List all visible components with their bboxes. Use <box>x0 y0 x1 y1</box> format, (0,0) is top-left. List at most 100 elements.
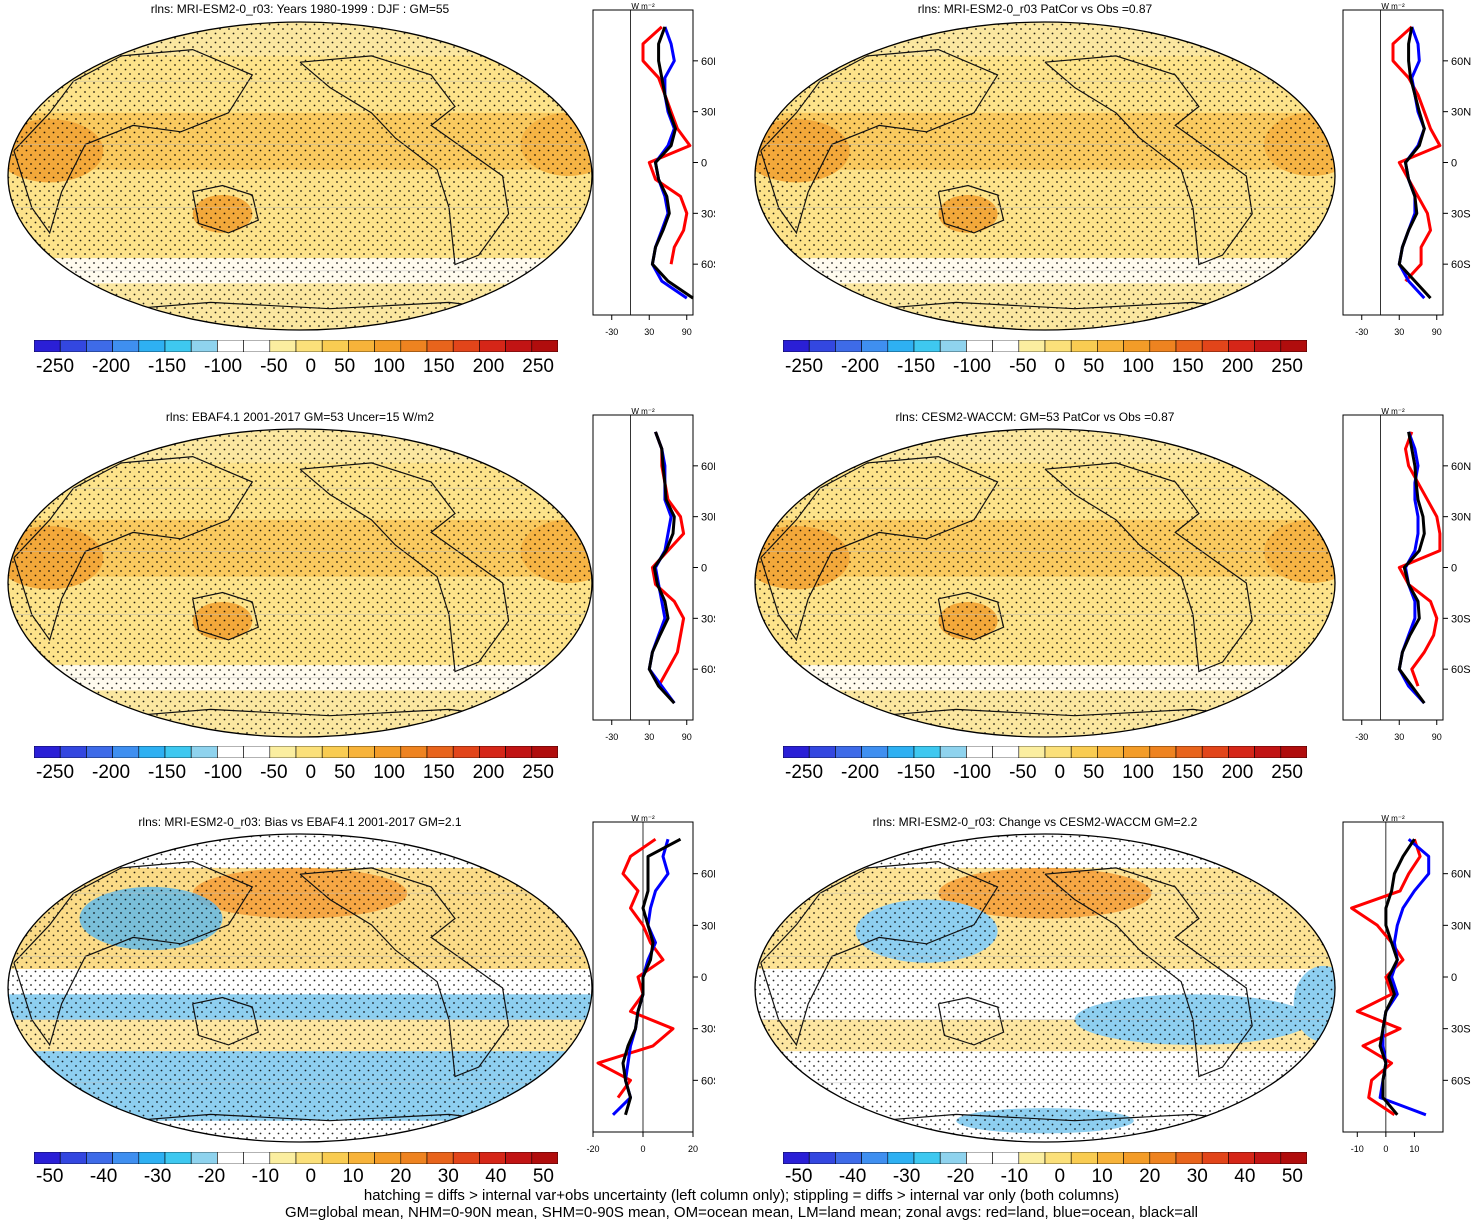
colorbar-swatch <box>1228 746 1255 758</box>
panel-title-2: rlns: MRI-ESM2-0_r03 PatCor vs Obs =0.87 <box>917 2 1153 16</box>
map-6 <box>754 833 1336 1143</box>
zonal-lat-tick-label: 30S <box>1451 1024 1471 1036</box>
colorbar-tick-label: -200 <box>92 356 131 377</box>
zonal-x-tick-label: 90 <box>1432 327 1442 337</box>
zonal-lat-tick-label: 30N <box>701 920 715 932</box>
colorbar-3-labels: -250 -200 -150 -100 -50 0 50 100 150 200 250 <box>36 762 554 784</box>
map-field <box>755 22 1335 330</box>
colorbar-tick-label: -250 <box>36 356 75 377</box>
colorbar-swatch <box>452 340 480 352</box>
colorbar-swatch <box>112 1152 140 1164</box>
colorbar-swatch <box>59 340 87 352</box>
colorbar-swatch <box>190 1152 218 1164</box>
zonal-lat-tick-label: 60N <box>1451 461 1471 473</box>
map-5 <box>7 833 593 1143</box>
colorbar-swatch <box>86 1152 113 1164</box>
colorbar-swatch <box>86 340 113 352</box>
zonal-plot-6: W m⁻² 60N 30N 0 30S 60S -10 0 10 <box>1342 814 1471 1154</box>
zonal-lat-tick-label: 60S <box>701 664 715 676</box>
colorbar-5 <box>34 1152 558 1164</box>
zonal-x-tick-label: -30 <box>605 327 618 337</box>
zonal-unit-label: W m⁻² <box>1381 814 1405 823</box>
colorbar-tick-label: 50 <box>532 1166 554 1187</box>
colorbar-swatch <box>217 746 244 758</box>
colorbar-tick-label: -40 <box>838 1166 867 1187</box>
colorbar-swatch <box>1070 340 1098 352</box>
colorbar-swatch <box>1201 746 1229 758</box>
colorbar-tick-label: -100 <box>953 356 992 377</box>
colorbar-tick-label: 30 <box>437 1166 459 1187</box>
colorbar-2 <box>783 340 1307 352</box>
colorbar-tick-label: -10 <box>1000 1166 1029 1187</box>
colorbar-tick-label: -50 <box>36 1166 64 1187</box>
colorbar-swatch <box>112 746 140 758</box>
colorbar-swatch <box>321 340 349 352</box>
colorbar-tick-label: 50 <box>1083 762 1105 783</box>
zonal-lat-tick-label: 60N <box>701 461 715 473</box>
colorbar-tick-label: 100 <box>373 762 405 783</box>
colorbar-tick-label: 100 <box>1122 762 1154 783</box>
zonal-plot-3: W m⁻² 60N 30N 0 30S 60S -30 30 90 <box>592 407 715 742</box>
zonal-lat-tick-label: 0 <box>701 563 707 575</box>
colorbar-swatch <box>992 340 1020 352</box>
zonal-x-tick-label: 90 <box>682 327 692 337</box>
colorbar-tick-label: -200 <box>92 762 131 783</box>
colorbar-swatch <box>190 340 218 352</box>
colorbar-swatch <box>269 1152 297 1164</box>
colorbar-tick-label: 150 <box>422 762 455 783</box>
colorbar-swatch <box>1149 746 1177 758</box>
zonal-lat-tick-label: 60S <box>1451 664 1471 676</box>
colorbar-tick-label: 250 <box>522 762 554 783</box>
colorbar-tick-label: 20 <box>390 1166 412 1187</box>
colorbar-tick-label: 0 <box>1054 1166 1066 1187</box>
zonal-x-tick-label: 0 <box>1383 1144 1388 1154</box>
zonal-unit-label: W m⁻² <box>1381 407 1405 416</box>
colorbar-swatch <box>400 746 428 758</box>
colorbar-swatch <box>1044 340 1072 352</box>
colorbar-tick-label: 50 <box>334 762 356 783</box>
colorbar-swatch <box>1280 1152 1307 1164</box>
zonal-lat-tick-label: 0 <box>1451 972 1457 984</box>
colorbar-swatch <box>887 340 915 352</box>
zonal-series-000000 <box>650 26 694 300</box>
colorbar-swatch <box>808 340 836 352</box>
colorbar-tick-label: -100 <box>204 356 243 377</box>
footer-line-2: GM=global mean, NHM=0-90N mean, SHM=0-90… <box>284 1204 1198 1221</box>
colorbar-tick-label: 250 <box>1271 762 1303 783</box>
colorbar-swatch <box>1070 746 1098 758</box>
colorbar-swatch <box>164 1152 192 1164</box>
zonal-x-tick-label: -20 <box>586 1144 599 1154</box>
colorbar-tick-label: -250 <box>36 762 75 783</box>
colorbar-tick-label: -150 <box>897 356 936 377</box>
colorbar-swatch <box>243 340 271 352</box>
colorbar-6-labels: -50 -40 -30 -20 -10 0 10 20 30 40 50 <box>785 1166 1303 1188</box>
colorbar-swatch <box>190 746 218 758</box>
zonal-series-ff0000 <box>1397 431 1442 687</box>
colorbar-swatch <box>783 746 810 758</box>
colorbar-swatch <box>1254 340 1282 352</box>
colorbar-swatch <box>992 1152 1020 1164</box>
zonal-series-ff0000 <box>650 431 686 687</box>
colorbar-swatch <box>531 340 558 352</box>
colorbar-tick-label: -150 <box>897 762 936 783</box>
colorbar-swatch <box>479 340 506 352</box>
colorbar-swatch <box>112 340 140 352</box>
colorbar-swatch <box>1228 1152 1255 1164</box>
colorbar-swatch <box>966 746 993 758</box>
zonal-plot-5: W m⁻² 60N 30N 0 30S 60S -20 0 20 <box>586 814 715 1154</box>
colorbar-tick-label: 0 <box>1054 762 1066 783</box>
zonal-x-tick-label: 10 <box>1409 1144 1419 1154</box>
colorbar-swatch <box>861 746 889 758</box>
colorbar-swatch <box>321 746 349 758</box>
colorbar-swatch <box>1070 1152 1098 1164</box>
zonal-series-000000 <box>621 837 682 1116</box>
colorbar-2-labels: -250 -200 -150 -100 -50 0 50 100 150 200 250 <box>785 356 1303 378</box>
colorbar-swatch <box>243 746 271 758</box>
panel-title-3: rlns: EBAF4.1 2001-2017 GM=53 Uncer=15 W… <box>165 410 435 424</box>
colorbar-swatch <box>1123 340 1151 352</box>
colorbar-swatch <box>59 1152 87 1164</box>
colorbar-swatch <box>348 340 375 352</box>
colorbar-swatch <box>939 340 967 352</box>
colorbar-swatch <box>479 746 506 758</box>
zonal-series-0000ff <box>650 26 688 300</box>
